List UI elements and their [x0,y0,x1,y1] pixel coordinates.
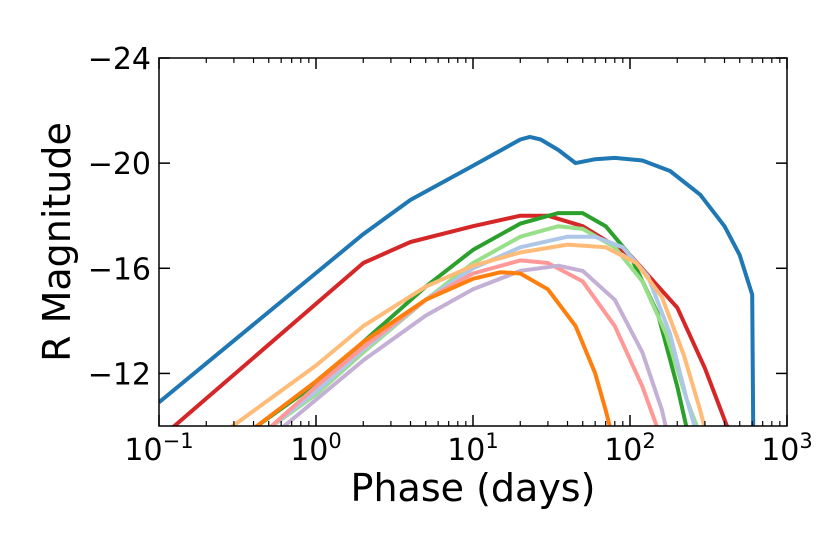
x-tick-label: 101 [447,429,499,468]
series-line-orange [253,270,612,426]
x-tick-label: 103 [761,429,813,468]
series-line-peach [229,242,707,426]
x-tick-label: 100 [290,429,342,468]
y-tick-label: −12 [88,357,151,392]
series-line-pink [268,258,659,426]
y-tick-label: −16 [88,252,151,287]
series-group [159,134,756,426]
x-axis-title: Phase (days) [351,466,596,510]
series-line-lavender [281,263,668,426]
tick-group: 10−1 100 101 102 103 −24 −20 −16 −12 [88,42,813,468]
y-tick-label: −20 [88,147,151,182]
x-tick-label: 102 [604,429,656,468]
plot-frame [158,57,788,427]
series-line-blue [159,134,756,426]
series-line-light-blue [268,234,697,426]
y-tick-label: −24 [88,42,151,77]
x-tick-label: 10−1 [124,429,193,468]
y-axis-title: R Magnitude [35,122,79,362]
